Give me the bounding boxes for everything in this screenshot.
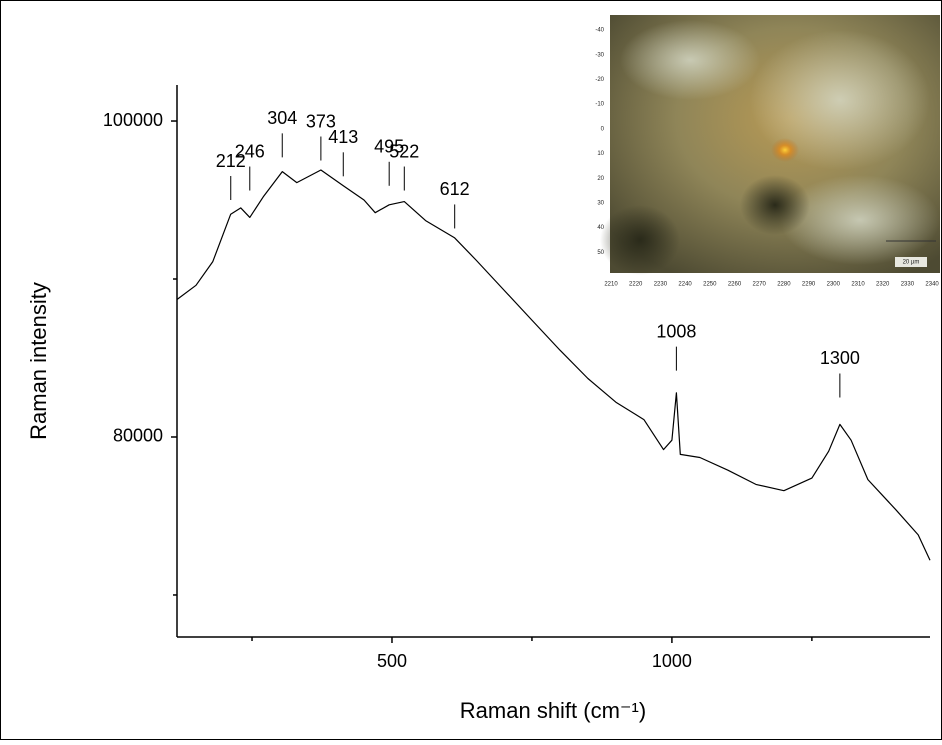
x-axis-label: Raman shift (cm⁻¹): [460, 698, 646, 723]
highlight: [771, 138, 799, 162]
inset-y-tick-label: -10: [595, 102, 604, 108]
inset-x-tick-label: 2270: [753, 282, 767, 288]
inset-x-tick-label: 2300: [827, 282, 841, 288]
inset-y-tick-label: 40: [597, 225, 604, 231]
inset-y-tick-label: 10: [597, 151, 604, 157]
inset-x-tick-label: 2210: [604, 282, 618, 288]
inset-x-tick-label: 2280: [777, 282, 791, 288]
inset-y-tick-label: -20: [595, 77, 604, 83]
inset-x-tick-label: 2230: [654, 282, 668, 288]
inset-x-tick-label: 2330: [901, 282, 915, 288]
inset-x-tick-label: 2250: [703, 282, 717, 288]
spectrum: [176, 169, 931, 561]
inset-x-tick-label: 2290: [802, 282, 816, 288]
inset-image: 20 µm: [600, 15, 940, 275]
inset-x-tick-label: 2340: [925, 282, 939, 288]
texture: [620, 20, 760, 100]
x-tick-label: 500: [377, 651, 407, 671]
scale-label: 20 µm: [903, 260, 920, 266]
peak-label: 212: [216, 151, 246, 171]
inset-x-tick-label: 2320: [876, 282, 890, 288]
x-tick-label: 1000: [652, 651, 692, 671]
peak-label: 413: [328, 127, 358, 147]
inset-y-tick-label: 30: [597, 200, 604, 206]
inset-y-tick-label: 20: [597, 176, 604, 182]
y-tick-label: 100000: [103, 110, 163, 130]
inset-y-tick-label: -30: [595, 52, 604, 58]
inset-x-tick-label: 2240: [678, 282, 692, 288]
inset-y-tick-label: -40: [595, 28, 604, 34]
peak-label: 246: [235, 141, 265, 161]
y-axis-label: Raman intensity: [26, 282, 51, 440]
peak-label: 373: [306, 111, 336, 131]
shadow: [740, 175, 810, 235]
inset-x-tick-label: 2260: [728, 282, 742, 288]
peak-label: 495: [374, 137, 404, 157]
scale-box: [895, 257, 927, 267]
peak-label: 1300: [820, 348, 860, 368]
shadow: [600, 205, 680, 275]
inset-y-tick-label: 0: [601, 126, 605, 132]
inset-x-tick-label: 2310: [851, 282, 865, 288]
peak-label: 304: [267, 108, 297, 128]
inset-x-tick-label: 2220: [629, 282, 643, 288]
inset-y-tick-label: 50: [597, 250, 604, 256]
peak-label: 522: [389, 141, 419, 161]
y-tick-label: 80000: [113, 426, 163, 446]
texture: [750, 30, 930, 170]
peak-label: 1008: [656, 321, 696, 341]
texture: [780, 175, 940, 265]
peak-label: 612: [440, 179, 470, 199]
